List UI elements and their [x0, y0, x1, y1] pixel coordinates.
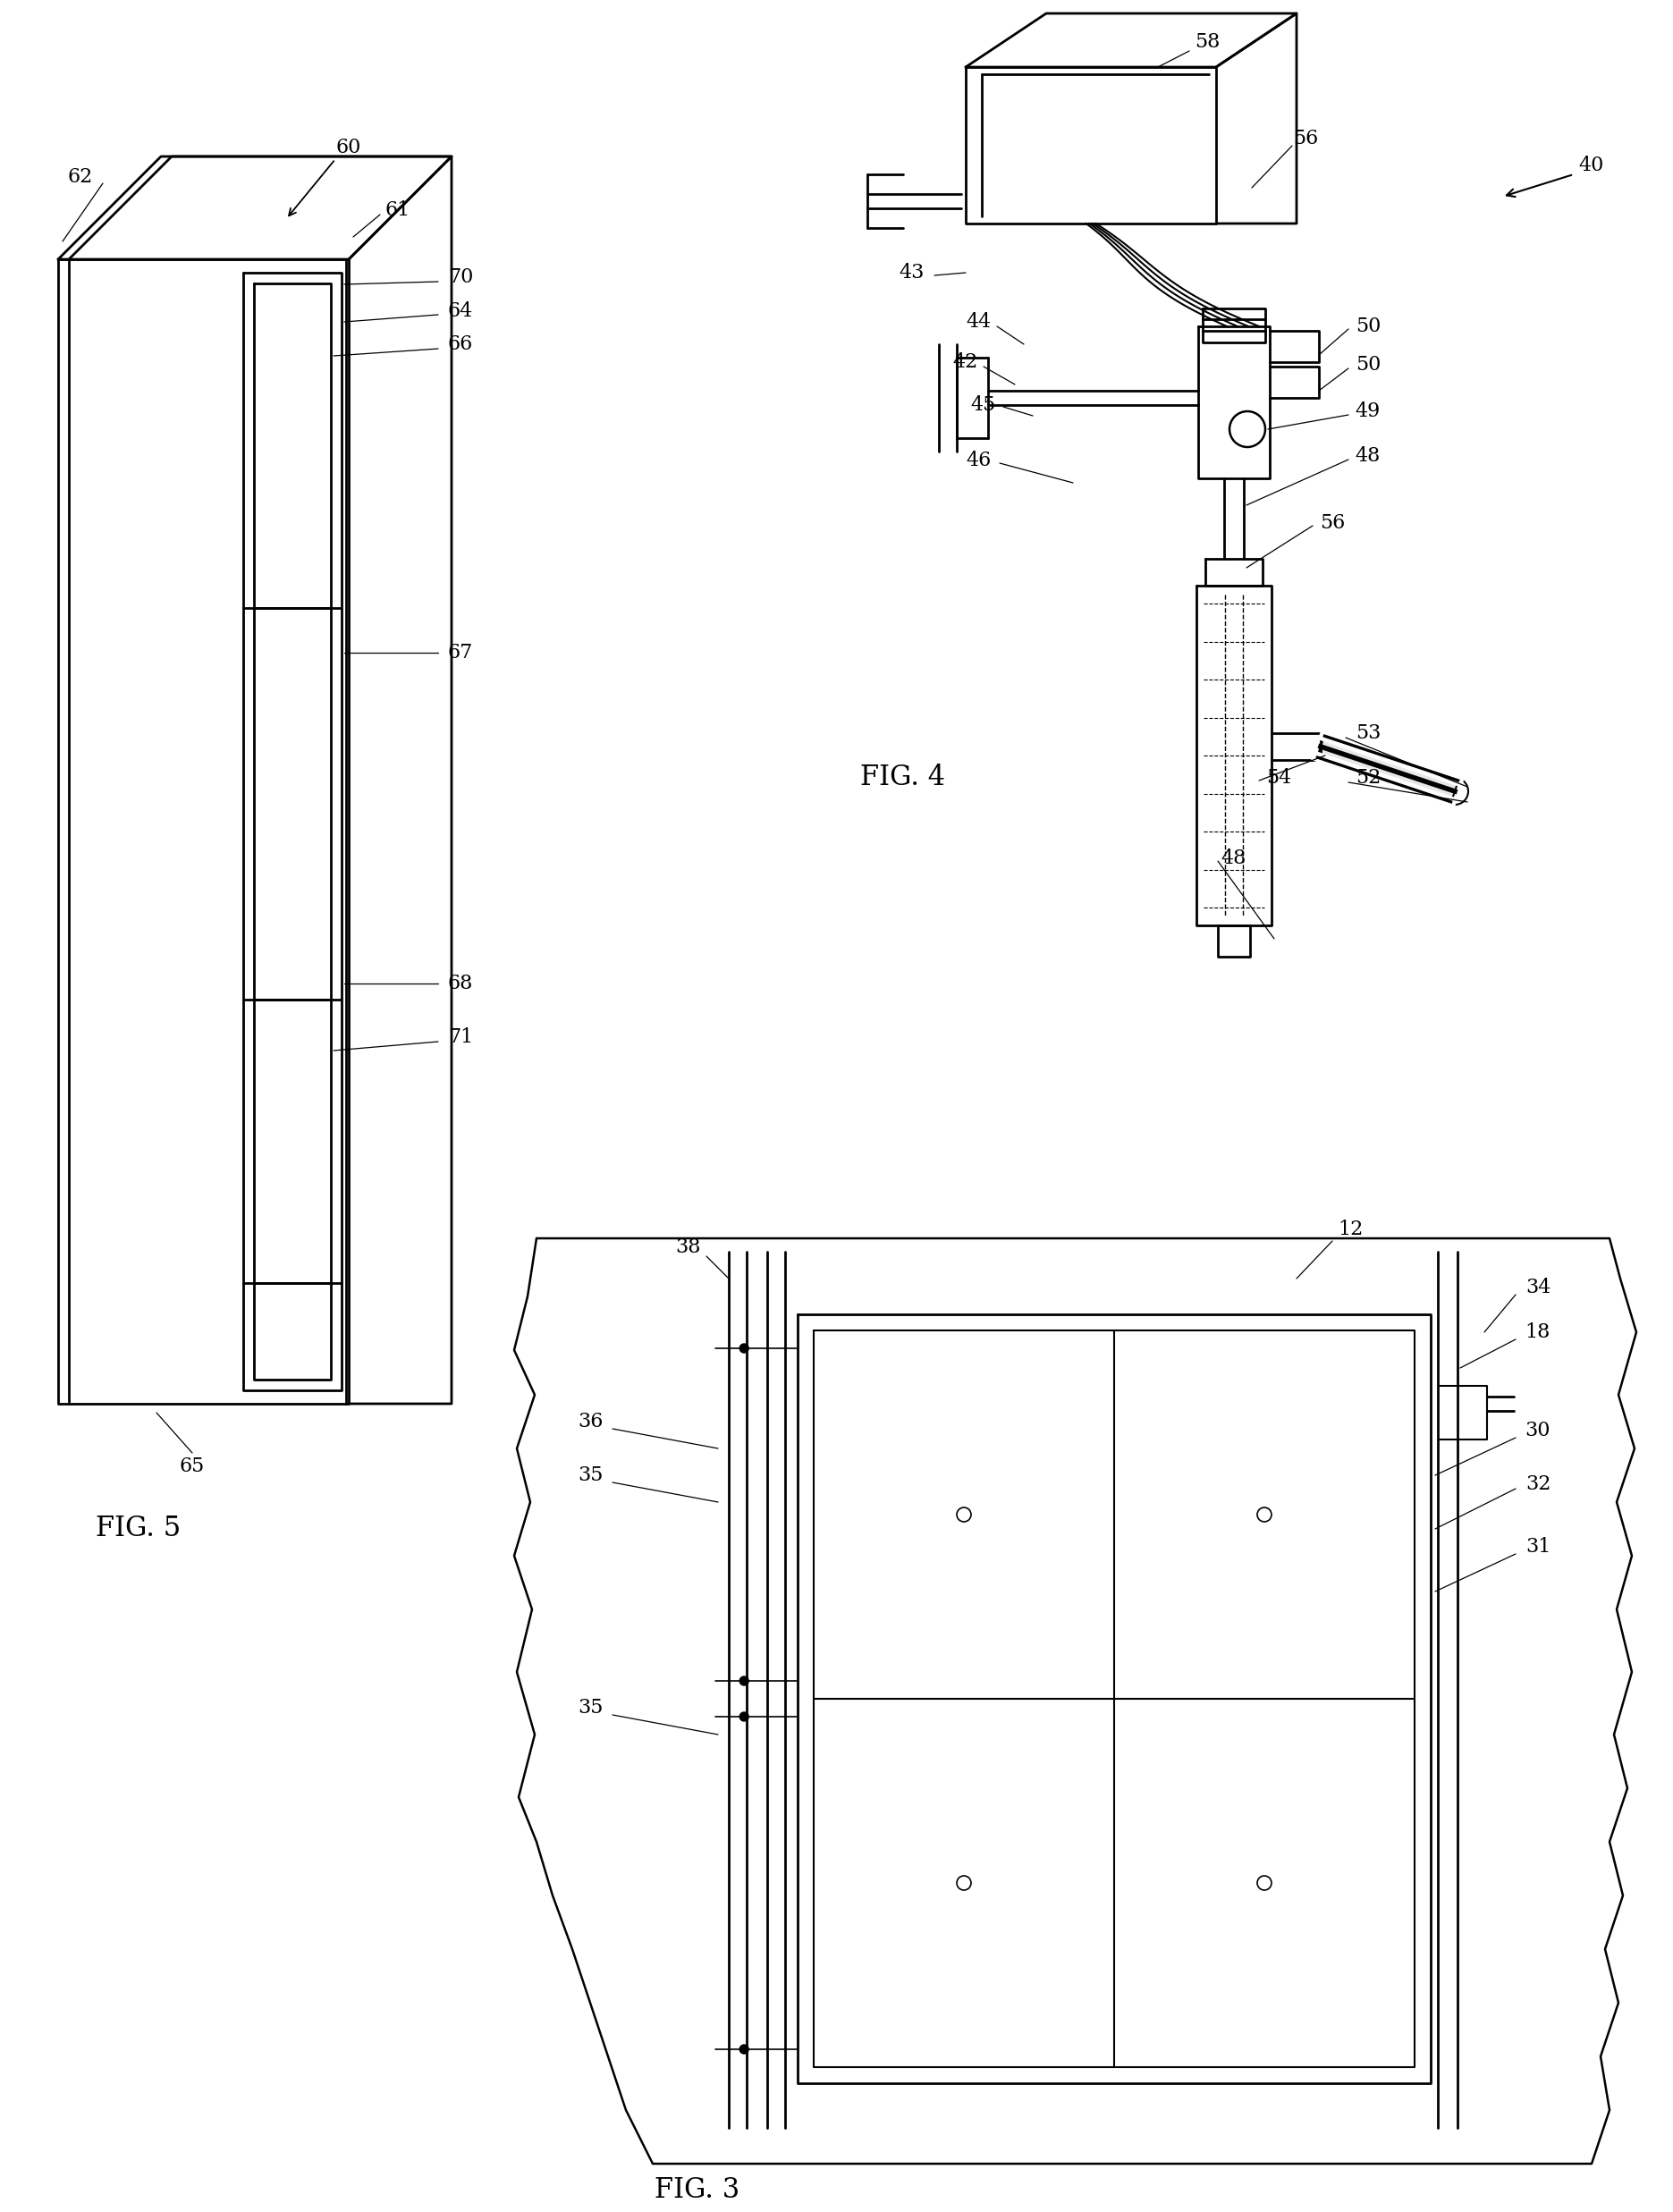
Text: 64: 64 — [448, 301, 473, 321]
Text: 12: 12 — [1338, 1219, 1363, 1239]
Text: 34: 34 — [1526, 1279, 1551, 1296]
Polygon shape — [1317, 737, 1459, 803]
Text: 68: 68 — [448, 973, 473, 993]
Text: 58: 58 — [1195, 33, 1220, 51]
Text: 18: 18 — [1526, 1323, 1551, 1343]
Text: 66: 66 — [448, 334, 473, 354]
Text: 54: 54 — [1266, 768, 1292, 787]
Text: FIG. 3: FIG. 3 — [654, 2177, 739, 2205]
Text: 56: 56 — [1320, 513, 1345, 533]
Circle shape — [739, 1345, 748, 1354]
Text: 61: 61 — [385, 201, 410, 219]
Text: 49: 49 — [1355, 400, 1380, 420]
Text: FIG. 5: FIG. 5 — [95, 1515, 181, 1542]
Text: 44: 44 — [967, 312, 992, 332]
Text: 36: 36 — [577, 1411, 602, 1431]
Text: 35: 35 — [577, 1699, 602, 1717]
Text: 71: 71 — [448, 1026, 473, 1046]
Text: 56: 56 — [1293, 128, 1318, 148]
Circle shape — [739, 2044, 748, 2053]
Text: 52: 52 — [1355, 768, 1380, 787]
Text: 30: 30 — [1526, 1420, 1551, 1440]
Text: 60: 60 — [336, 137, 361, 157]
Text: 50: 50 — [1355, 316, 1380, 336]
Text: 31: 31 — [1526, 1537, 1551, 1557]
Circle shape — [739, 1677, 748, 1686]
Text: 40: 40 — [1579, 155, 1604, 175]
Text: 32: 32 — [1526, 1475, 1551, 1493]
Text: FIG. 4: FIG. 4 — [860, 763, 945, 792]
Text: 48: 48 — [1221, 849, 1246, 867]
Text: 70: 70 — [448, 268, 473, 288]
Text: 38: 38 — [676, 1237, 701, 1256]
Text: 42: 42 — [954, 352, 979, 372]
Text: 62: 62 — [69, 168, 94, 186]
Text: 43: 43 — [900, 263, 925, 283]
Text: 48: 48 — [1355, 447, 1380, 467]
Text: 46: 46 — [967, 451, 992, 471]
Text: 53: 53 — [1355, 723, 1380, 743]
Text: 67: 67 — [448, 644, 473, 664]
Text: 50: 50 — [1355, 354, 1380, 374]
Circle shape — [739, 1712, 748, 1721]
Text: 35: 35 — [577, 1464, 602, 1484]
Text: 65: 65 — [179, 1455, 204, 1475]
Text: 45: 45 — [970, 396, 995, 416]
